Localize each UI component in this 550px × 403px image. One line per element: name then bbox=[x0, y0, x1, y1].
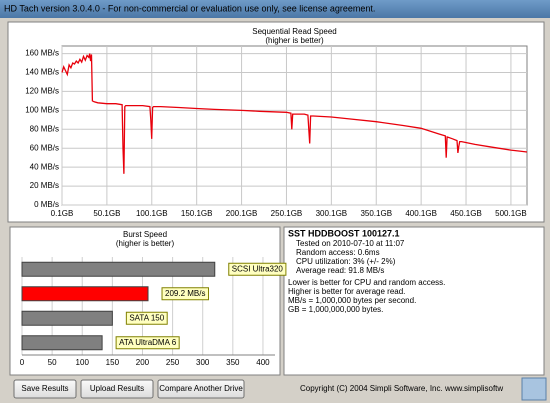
x-tick-label: 0.1GB bbox=[51, 209, 74, 218]
label-box bbox=[115, 336, 180, 350]
x-tick-label: 250 bbox=[166, 358, 180, 367]
note-line: MB/s = 1,000,000 bytes per second. bbox=[288, 296, 416, 305]
plot-area bbox=[61, 45, 528, 206]
button-label[interactable]: Upload Results bbox=[90, 384, 144, 393]
copyright-clip: Copyright (C) 2004 Simpli Software, Inc.… bbox=[300, 384, 503, 393]
drive-name: SST HDDBOOST 100127.1 bbox=[288, 228, 400, 238]
bar-label: SCSI Ultra320 bbox=[232, 264, 284, 273]
label-box bbox=[228, 262, 287, 276]
chart-title: Sequential Read Speed bbox=[252, 27, 337, 36]
x-tick-label: 150.1GB bbox=[181, 209, 213, 218]
x-tick-label: 150 bbox=[106, 358, 120, 367]
button[interactable] bbox=[13, 379, 77, 399]
info-line: Tested on 2010-07-10 at 11:07 bbox=[296, 239, 405, 248]
button-label[interactable]: Save Results bbox=[21, 384, 68, 393]
x-tick-label: 200.1GB bbox=[226, 209, 258, 218]
x-tick-label: 450.1GB bbox=[450, 209, 482, 218]
info-line: CPU utilization: 3% (+/- 2%) bbox=[296, 257, 396, 266]
x-tick-label: 400 bbox=[256, 358, 270, 367]
x-tick-label: 400.1GB bbox=[405, 209, 437, 218]
button[interactable] bbox=[157, 379, 245, 399]
copyright: Copyright (C) 2004 Simpli Software, Inc.… bbox=[300, 384, 503, 393]
note-line: Higher is better for average read. bbox=[288, 287, 405, 296]
y-tick-label: 120 MB/s bbox=[25, 87, 59, 96]
y-tick-label: 100 MB/s bbox=[25, 105, 59, 114]
button-label[interactable]: Compare Another Drive bbox=[159, 384, 243, 393]
bar-label: ATA UltraDMA 6 bbox=[119, 338, 177, 347]
y-tick-label: 40 MB/s bbox=[30, 162, 59, 171]
chart-subtitle: (higher is better) bbox=[116, 239, 175, 248]
y-tick-label: 160 MB/s bbox=[25, 49, 59, 58]
bar bbox=[21, 310, 113, 326]
note-line: GB = 1,000,000,000 bytes. bbox=[288, 305, 383, 314]
info-line: Average read: 91.8 MB/s bbox=[296, 266, 384, 275]
x-tick-label: 500.1GB bbox=[495, 209, 527, 218]
bar bbox=[21, 261, 216, 277]
chart-subtitle: (higher is better) bbox=[265, 36, 324, 45]
bar-label: 209.2 MB/s bbox=[165, 289, 205, 298]
note-line: Lower is better for CPU and random acces… bbox=[288, 278, 445, 287]
x-tick-label: 300.1GB bbox=[316, 209, 348, 218]
bar bbox=[21, 286, 149, 302]
bar-label: SATA 150 bbox=[129, 313, 164, 322]
x-tick-label: 250.1GB bbox=[271, 209, 303, 218]
label-box bbox=[125, 311, 168, 325]
y-tick-label: 60 MB/s bbox=[30, 143, 59, 152]
x-tick-label: 0 bbox=[20, 358, 25, 367]
button-bar: Save Results Upload Results Compare Anothe… bbox=[13, 379, 245, 399]
chart-title: Burst Speed bbox=[123, 230, 167, 239]
x-tick-label: 50.1GB bbox=[93, 209, 120, 218]
info-line: Random access: 0.6ms bbox=[296, 248, 380, 257]
x-tick-label: 50 bbox=[48, 358, 57, 367]
window-title: HD Tach version 3.0.4.0 - For non-commer… bbox=[4, 3, 375, 13]
x-tick-label: 100 bbox=[76, 358, 90, 367]
x-tick-label: 350 bbox=[226, 358, 240, 367]
x-tick-label: 300 bbox=[196, 358, 210, 367]
x-tick-label: 350.1GB bbox=[360, 209, 392, 218]
label-box bbox=[161, 287, 209, 301]
logo bbox=[521, 377, 547, 401]
title-bar bbox=[0, 0, 550, 18]
y-tick-label: 0 MB/s bbox=[34, 200, 59, 209]
y-tick-label: 140 MB/s bbox=[25, 68, 59, 77]
y-tick-label: 20 MB/s bbox=[30, 181, 59, 190]
x-tick-label: 100.1GB bbox=[136, 209, 168, 218]
y-tick-label: 80 MB/s bbox=[30, 124, 59, 133]
bar bbox=[21, 335, 103, 351]
button[interactable] bbox=[80, 379, 154, 399]
info-panel bbox=[283, 226, 545, 376]
read-line bbox=[61, 53, 528, 174]
x-tick-label: 200 bbox=[136, 358, 150, 367]
